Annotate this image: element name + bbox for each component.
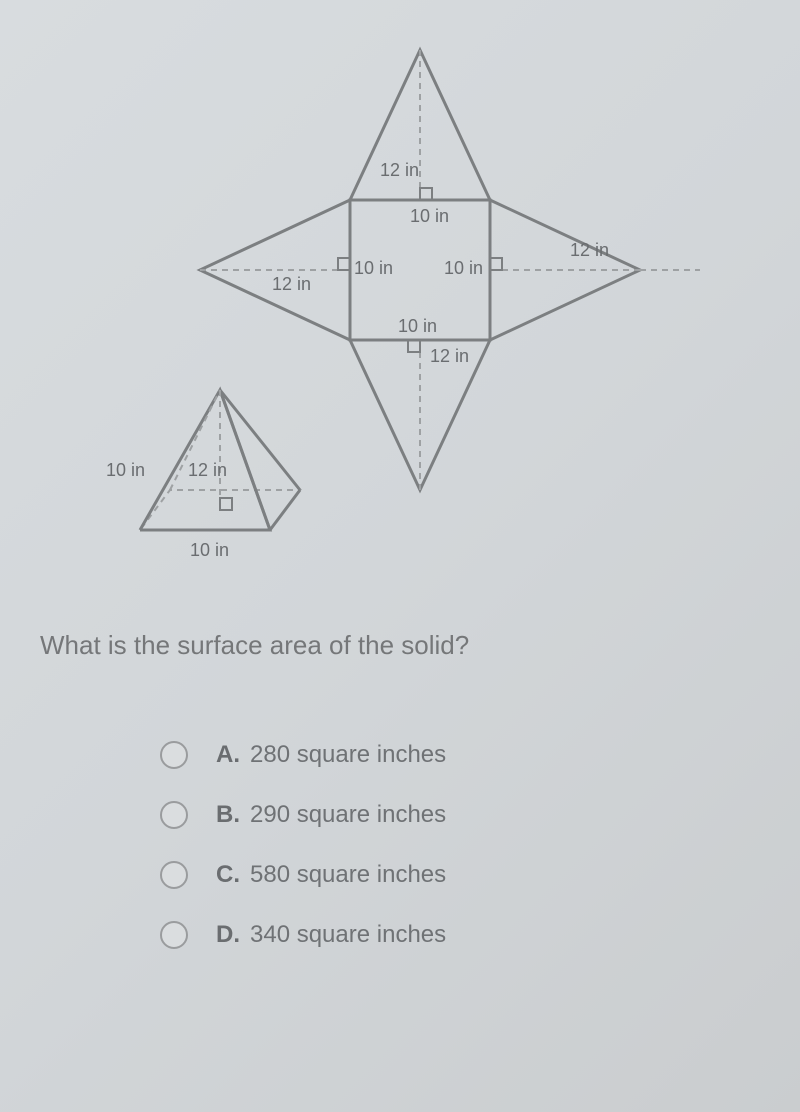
label-bottom-tri-h: 12 in	[430, 346, 469, 367]
option-row-d[interactable]: D. 340 square inches	[160, 921, 760, 949]
option-text-c: 580 square inches	[250, 861, 446, 889]
label-3d-base: 10 in	[190, 540, 229, 561]
label-3d-height: 12 in	[188, 460, 227, 481]
radio-a[interactable]	[160, 741, 188, 769]
option-row-b[interactable]: B. 290 square inches	[160, 801, 760, 829]
option-row-c[interactable]: C. 580 square inches	[160, 861, 760, 889]
option-letter-b: B.	[216, 801, 240, 829]
label-3d-slant: 10 in	[106, 460, 145, 481]
option-text-a: 280 square inches	[250, 741, 446, 769]
option-row-a[interactable]: A. 280 square inches	[160, 741, 760, 769]
option-text-b: 290 square inches	[250, 801, 446, 829]
option-text-d: 340 square inches	[250, 921, 446, 949]
radio-c[interactable]	[160, 861, 188, 889]
option-letter-c: C.	[216, 861, 240, 889]
label-right-tri-h: 12 in	[570, 240, 609, 261]
label-left-tri-h: 12 in	[272, 274, 311, 295]
question-text: What is the surface area of the solid?	[40, 630, 760, 661]
label-left-side: 10 in	[354, 258, 393, 279]
radio-b[interactable]	[160, 801, 188, 829]
option-letter-a: A.	[216, 741, 240, 769]
diagram-container: 12 in 10 in 10 in 10 in 10 in 12 in 12 i…	[40, 30, 760, 590]
radio-d[interactable]	[160, 921, 188, 949]
label-bottom-side: 10 in	[398, 316, 437, 337]
label-top-side: 10 in	[410, 206, 449, 227]
option-letter-d: D.	[216, 921, 240, 949]
label-right-side: 10 in	[444, 258, 483, 279]
label-top-tri-h: 12 in	[380, 160, 419, 181]
